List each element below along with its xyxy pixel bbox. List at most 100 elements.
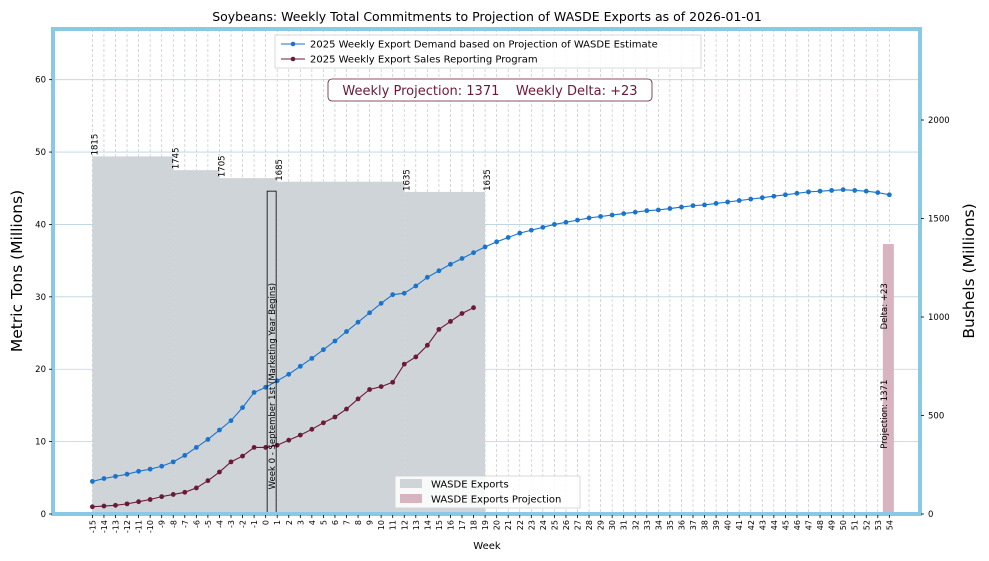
series-point-sales: [321, 420, 326, 426]
x-tick-label: 27: [574, 520, 583, 530]
y-tick-label-left: 40: [35, 220, 46, 230]
series-point-demand: [829, 188, 834, 193]
x-tick-label: 50: [839, 520, 848, 530]
series-point-demand: [794, 190, 800, 196]
x-tick-label: 41: [735, 520, 744, 530]
x-tick-label: 21: [504, 520, 513, 530]
y-tick-label-right: 500: [928, 412, 944, 422]
x-tick-label: 2: [285, 520, 294, 525]
y-tick-label-left: 30: [35, 293, 46, 303]
weekly-projection-box: Weekly Projection: 1371 Weekly Delta: +2…: [327, 78, 653, 102]
series-point-demand: [309, 355, 315, 361]
x-tick-label: -4: [215, 520, 224, 528]
legend-entry-sales: 2025 Weekly Export Sales Reporting Progr…: [310, 55, 538, 66]
series-point-sales: [240, 453, 245, 459]
series-point-demand: [378, 300, 384, 306]
x-tick-label: 18: [470, 520, 479, 530]
y-tick-label-right: 0: [928, 510, 933, 520]
series-point-demand: [436, 268, 442, 274]
x-tick-label: 44: [770, 520, 779, 530]
x-axis-title: Week: [473, 541, 501, 552]
x-tick-label: 16: [446, 520, 455, 530]
series-point-demand: [840, 187, 846, 193]
series-point-demand: [575, 217, 580, 223]
wasde-bar: [277, 181, 405, 514]
series-point-demand: [90, 479, 95, 484]
series-point-sales: [136, 499, 142, 505]
series-point-demand: [540, 224, 546, 230]
series-point-demand: [147, 466, 153, 472]
series-point-demand: [471, 250, 476, 256]
series-point-demand: [367, 310, 372, 316]
weekly-projection-text: Weekly Projection: 1371 Weekly Delta: +2…: [342, 84, 637, 99]
series-point-sales: [413, 354, 419, 360]
wasde-bar: [173, 170, 220, 514]
series-point-demand: [413, 283, 419, 289]
series-point-sales: [217, 469, 222, 475]
series-point-demand: [390, 292, 396, 298]
series-point-sales: [367, 387, 372, 392]
series-point-demand: [690, 203, 696, 209]
y-tick-label-right: 1000: [928, 313, 950, 323]
series-point-demand: [875, 190, 881, 195]
x-tick-label: 36: [677, 520, 686, 530]
series-point-sales: [332, 414, 338, 420]
series-point-demand: [170, 459, 176, 465]
series-point-demand: [136, 468, 142, 474]
series-point-demand: [401, 290, 407, 296]
x-tick-label: 29: [597, 520, 606, 530]
series-point-sales: [401, 361, 407, 367]
x-tick-label: 26: [562, 520, 571, 530]
x-tick-label: 3: [296, 520, 305, 525]
legend-marker-demand: [290, 41, 296, 47]
y-tick-label-right: 1500: [928, 215, 950, 225]
series-point-demand: [193, 445, 199, 450]
wasde-bar: [404, 191, 486, 514]
series-point-demand: [321, 347, 326, 353]
x-tick-label: 15: [435, 520, 444, 530]
series-point-sales: [448, 319, 453, 324]
series-point-sales: [228, 459, 234, 465]
x-tick-label: 30: [608, 520, 617, 530]
series-point-demand: [482, 244, 488, 250]
x-tick-label: 53: [874, 520, 883, 530]
x-tick-label: 5: [319, 520, 328, 525]
series-point-sales: [170, 492, 176, 497]
series-point-demand: [528, 227, 534, 233]
series-point-sales: [471, 305, 476, 311]
series-point-demand: [644, 208, 650, 214]
y-axis-title-right: Bushels (Millions): [960, 203, 978, 338]
legend-entry-demand: 2025 Weekly Export Demand based on Proje…: [310, 40, 658, 51]
x-tick-label: -7: [181, 520, 190, 528]
projection-bar-label: Projection: 1371: [880, 380, 890, 449]
series-point-demand: [240, 405, 245, 410]
series-point-demand: [748, 196, 754, 202]
y-tick-label-left: 0: [41, 510, 46, 520]
series-point-demand: [886, 192, 892, 198]
chart-title: Soybeans: Weekly Total Commitments to Pr…: [212, 9, 762, 24]
series-point-demand: [344, 329, 349, 334]
x-tick-label: 54: [885, 520, 894, 530]
marketing-year-label: Week 0 - September 1st (Marketing Year B…: [268, 283, 278, 489]
legend-swatch-projection: [400, 494, 422, 503]
x-tick-label: 52: [862, 520, 871, 530]
series-point-demand: [159, 463, 165, 469]
y-axis-title-left: Metric Tons (Millions): [8, 190, 26, 352]
series-point-demand: [759, 195, 765, 201]
series-point-demand: [332, 338, 338, 344]
x-tick-label: 46: [793, 520, 802, 530]
x-tick-label: 11: [389, 520, 398, 530]
x-tick-label: -10: [146, 520, 155, 533]
x-tick-label: 43: [758, 520, 767, 530]
series-point-demand: [713, 201, 719, 206]
series-point-demand: [424, 274, 430, 280]
wasde-bar-label: 1745: [171, 148, 181, 170]
series-point-demand: [517, 230, 523, 236]
y-tick-label-right: 2000: [928, 116, 950, 126]
series-point-demand: [297, 363, 303, 369]
x-tick-label: 24: [539, 520, 548, 530]
series-point-sales: [390, 379, 396, 385]
x-tick-label: 48: [816, 520, 825, 530]
series-point-sales: [101, 503, 107, 509]
